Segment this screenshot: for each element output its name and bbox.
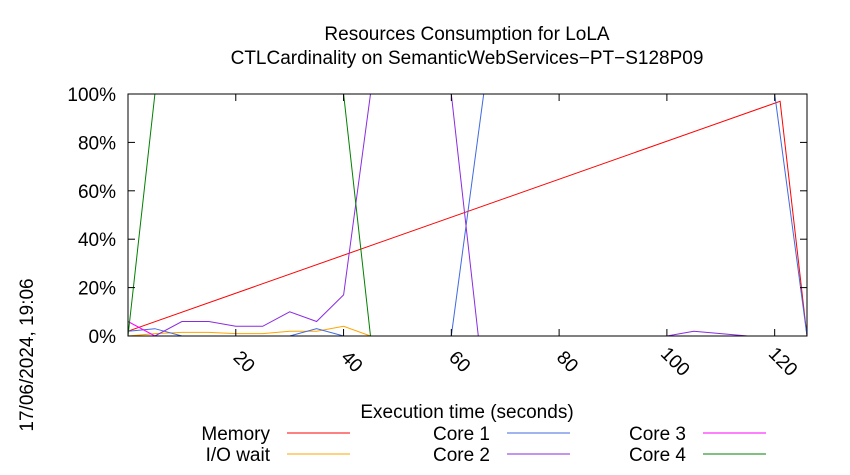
axis-layer: 0% 20% 40% 60% 80% 100% 20 40 60 80 100 120 — [67, 85, 807, 381]
legend-label-core-3: Core 3 — [629, 424, 686, 445]
legend-label-memory: Memory — [201, 424, 270, 445]
y-tick-label: 40% — [78, 230, 116, 251]
chart-title: Resources Consumption for LoLA — [324, 24, 609, 45]
x-tick-label: 20 — [229, 347, 259, 377]
legend-label-core-1: Core 1 — [433, 424, 490, 445]
y-tick-label: 100% — [67, 85, 116, 106]
legend-label-core-2: Core 2 — [433, 445, 490, 466]
plot-frame — [127, 93, 808, 337]
series-line-memory — [127, 100, 808, 337]
x-tick-label: 100 — [656, 343, 693, 380]
chart-subtitle: CTLCardinality on SemanticWebServices−PT… — [231, 48, 704, 69]
x-axis-label: Execution time (seconds) — [360, 402, 573, 423]
x-tick-label: 120 — [764, 343, 801, 380]
series-line-core-2 — [128, 93, 807, 337]
x-tick-label: 60 — [444, 347, 474, 377]
y-tick-label: 60% — [78, 182, 116, 203]
y-tick-label: 80% — [78, 133, 116, 154]
y-tick-label: 0% — [89, 327, 117, 348]
series-layer — [127, 93, 808, 337]
x-tick-label: 40 — [337, 347, 367, 377]
x-tick-label: 80 — [552, 347, 582, 377]
legend-label-i-o-wait: I/O wait — [206, 445, 271, 466]
series-line-i-o-wait — [127, 325, 807, 337]
y-tick-label: 20% — [78, 279, 116, 300]
series-line-core-1 — [127, 93, 808, 337]
timestamp: 17/06/2024, 19:06 — [17, 278, 38, 431]
legend-label-core-4: Core 4 — [629, 445, 686, 466]
